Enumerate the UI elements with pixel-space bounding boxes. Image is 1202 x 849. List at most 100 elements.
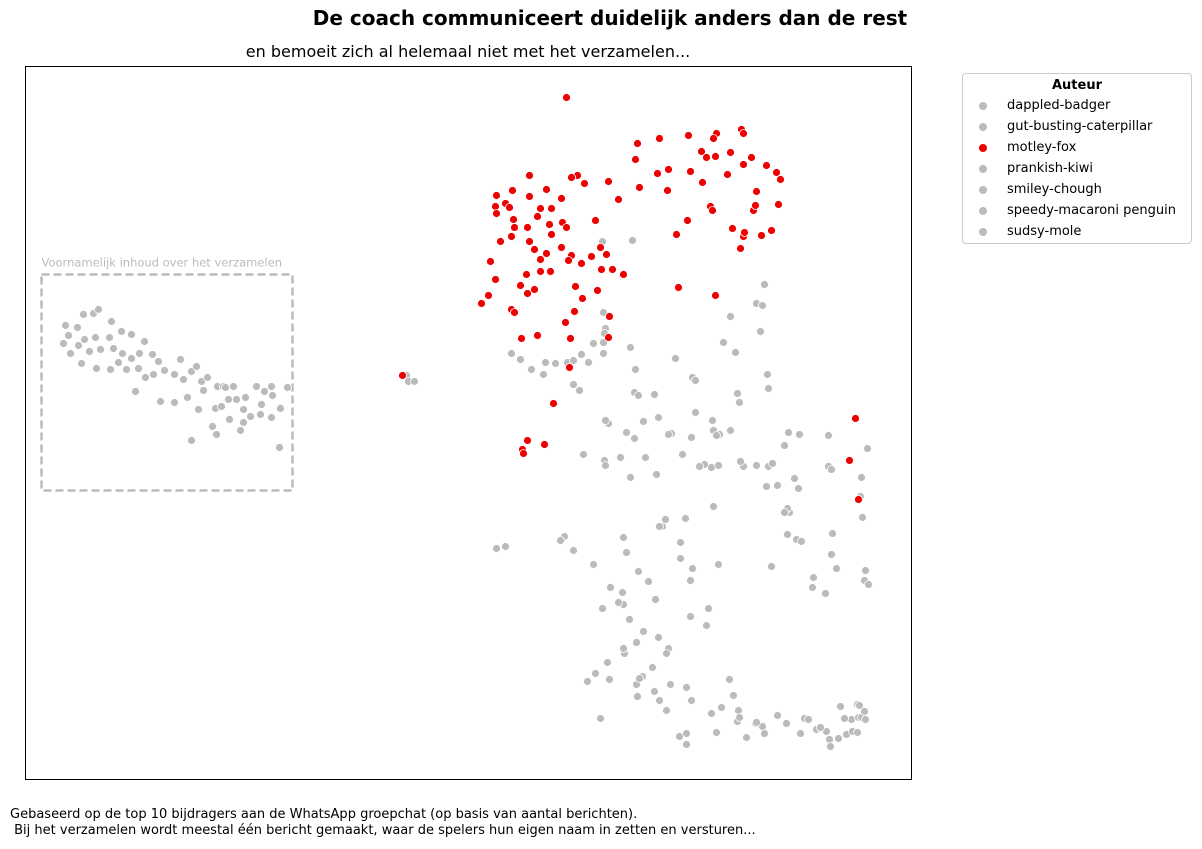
data-point-other	[599, 308, 608, 317]
data-point-motley-fox	[614, 195, 623, 204]
data-point-other	[691, 376, 700, 385]
legend-marker	[979, 143, 987, 152]
data-point-other	[861, 566, 870, 575]
data-point-other	[826, 742, 835, 751]
data-point-other	[671, 354, 680, 363]
data-point-other	[149, 370, 158, 379]
data-point-other	[729, 691, 738, 700]
data-point-other	[644, 577, 653, 586]
data-point-motley-fox	[684, 131, 693, 140]
data-point-other	[731, 348, 740, 357]
data-point-other	[606, 583, 615, 592]
data-point-motley-fox	[562, 223, 571, 232]
legend: Auteur dappled-badger gut-busting-caterpi…	[962, 73, 1192, 244]
data-point-other	[687, 696, 696, 705]
legend-marker	[979, 185, 987, 194]
data-point-motley-fox	[516, 281, 525, 290]
data-point-other	[796, 729, 805, 738]
data-point-other	[584, 358, 593, 367]
data-point-other	[822, 727, 831, 736]
data-point-other	[539, 370, 548, 379]
data-point-motley-fox	[557, 243, 566, 252]
data-point-motley-fox	[633, 139, 642, 148]
data-point-other	[579, 450, 588, 459]
data-point-other	[260, 387, 269, 396]
data-point-other	[733, 389, 742, 398]
legend-label: gut-busting-caterpillar	[1007, 119, 1153, 134]
data-point-other	[622, 548, 631, 557]
data-point-motley-fox	[507, 232, 516, 241]
data-point-other	[758, 301, 767, 310]
data-point-other	[783, 530, 792, 539]
data-point-other	[760, 729, 769, 738]
data-point-motley-fox	[851, 414, 860, 423]
data-point-other	[59, 339, 68, 348]
data-point-motley-fox	[728, 224, 737, 233]
data-point-motley-fox	[508, 186, 517, 195]
data-point-other	[199, 386, 208, 395]
data-point-other	[170, 398, 179, 407]
legend-item: motley-fox	[963, 137, 1191, 158]
data-point-other	[208, 422, 217, 431]
data-point-other	[661, 515, 670, 524]
data-point-other	[834, 734, 843, 743]
data-point-motley-fox	[698, 178, 707, 187]
data-point-motley-fox	[683, 216, 692, 225]
data-point-motley-fox	[557, 194, 566, 203]
data-point-other	[654, 633, 663, 642]
data-point-other	[160, 366, 169, 375]
data-point-motley-fox	[549, 399, 558, 408]
data-point-motley-fox	[517, 334, 526, 343]
data-point-motley-fox	[546, 267, 555, 276]
data-point-other	[686, 612, 695, 621]
data-point-other	[709, 502, 718, 511]
data-point-motley-fox	[739, 129, 748, 138]
data-point-motley-fox	[484, 291, 493, 300]
data-point-other	[527, 365, 536, 374]
data-point-motley-fox	[739, 160, 748, 169]
data-point-other	[726, 426, 735, 435]
legend-item: speedy-macaroni penguin	[963, 200, 1191, 221]
data-point-other	[622, 428, 631, 437]
data-point-other	[141, 373, 150, 382]
data-point-other	[241, 393, 250, 402]
plot-frame	[25, 66, 912, 780]
data-point-other	[275, 443, 284, 452]
data-point-other	[767, 562, 776, 571]
data-point-motley-fox	[564, 256, 573, 265]
data-point-other	[239, 405, 248, 414]
data-point-other	[625, 615, 634, 624]
data-point-other	[784, 428, 793, 437]
data-point-motley-fox	[477, 299, 486, 308]
data-point-other	[654, 413, 663, 422]
data-point-other	[725, 675, 734, 684]
data-point-motley-fox	[587, 252, 596, 261]
data-point-other	[569, 546, 578, 555]
data-point-motley-fox	[591, 216, 600, 225]
data-point-other	[712, 431, 721, 440]
data-point-motley-fox	[522, 270, 531, 279]
data-point-other	[773, 711, 782, 720]
data-point-other	[92, 364, 101, 373]
data-point-other	[816, 723, 825, 732]
data-point-other	[648, 663, 657, 672]
data-point-motley-fox	[776, 175, 785, 184]
data-point-other	[682, 740, 691, 749]
data-point-other	[824, 431, 833, 440]
data-point-other	[858, 513, 867, 522]
legend-label: sudsy-mole	[1007, 224, 1082, 239]
data-point-other	[691, 408, 700, 417]
data-point-motley-fox	[596, 243, 605, 252]
data-point-other	[601, 461, 610, 470]
data-point-other	[614, 598, 623, 607]
data-point-motley-fox	[561, 318, 570, 327]
data-point-motley-fox	[530, 245, 539, 254]
data-point-motley-fox	[492, 209, 501, 218]
data-point-motley-fox	[523, 436, 532, 445]
data-point-motley-fox	[635, 183, 644, 192]
data-point-motley-fox	[530, 285, 539, 294]
data-point-other	[695, 462, 704, 471]
data-point-other	[768, 459, 777, 468]
data-point-other	[268, 391, 277, 400]
legend-item: gut-busting-caterpillar	[963, 116, 1191, 137]
